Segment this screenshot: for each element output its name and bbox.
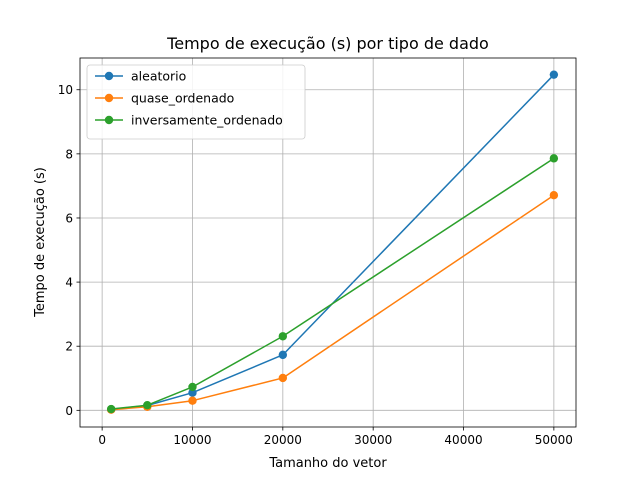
data-point [278,350,288,360]
y-tick-label: 4 [65,276,73,290]
y-tick-label: 6 [65,211,73,225]
legend: aleatorio quase_ordenado inversamente_orde… [86,64,306,140]
series-layer [106,70,559,414]
legend-box [86,64,306,140]
data-point [278,373,288,383]
x-tick-label: 0 [98,433,106,447]
chart-title: Tempo de execução (s) por tipo de dado [166,34,489,53]
legend-marker [104,93,114,103]
plot-frame [79,57,577,428]
y-tick-label: 8 [65,147,73,161]
legend-label: quase_ordenado [131,91,234,106]
y-tick-label: 10 [58,83,73,97]
ticks: 0 10000 20000 30000 40000 50000 0 2 4 6 8 10 [58,83,573,447]
data-point [106,404,116,414]
data-point [188,396,197,405]
data-point [278,332,288,341]
y-axis-label: Tempo de execução (s) [33,167,48,318]
x-tick-label: 50000 [535,433,573,447]
x-tick-label: 40000 [444,433,482,447]
legend-label: inversamente_ordenado [131,113,283,128]
data-point [549,70,559,79]
x-tick-label: 10000 [173,433,211,447]
x-axis-label: Tamanho do vetor [268,456,387,471]
x-tick-label: 30000 [354,433,392,447]
legend-marker [104,71,114,81]
y-tick-label: 0 [65,404,73,418]
data-point [188,382,197,392]
data-point [549,154,559,163]
legend-marker [104,115,114,125]
data-point [143,400,152,410]
series-inversamente_ordenado [106,154,559,414]
x-tick-label: 20000 [264,433,302,447]
data-point [188,388,197,397]
data-point [549,191,559,200]
legend-label: aleatorio [131,69,186,84]
y-tick-label: 2 [65,340,73,354]
